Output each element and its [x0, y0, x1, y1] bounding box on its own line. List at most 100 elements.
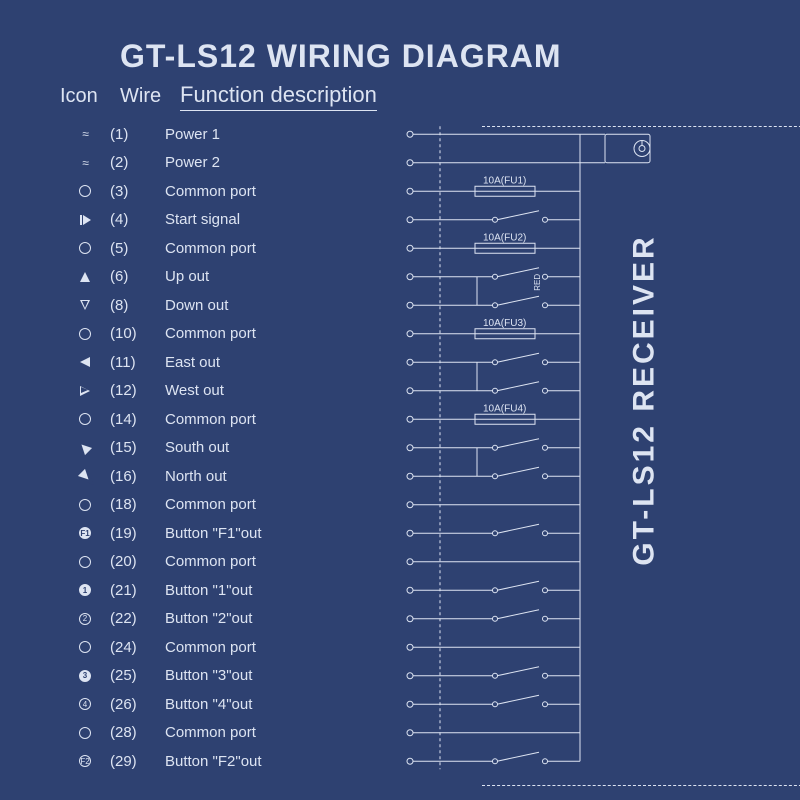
wiring-row: (15)South out	[60, 434, 400, 463]
wiring-row: F2(29)Button "F2"out	[60, 747, 400, 776]
function-label: South out	[165, 439, 400, 456]
function-label: Common port	[165, 724, 400, 741]
wiring-row: ≈(2)Power 2	[60, 149, 400, 178]
column-headers: Icon Wire Function description	[60, 82, 377, 111]
wiring-row: (18)Common port	[60, 491, 400, 520]
function-label: Common port	[165, 325, 400, 342]
function-label: Common port	[165, 553, 400, 570]
wiring-row: (3)Common port	[60, 177, 400, 206]
receiver-label: GT-LS12 RECEIVER	[627, 234, 661, 565]
wiring-row: (28)Common port	[60, 719, 400, 748]
arrow-left-icon	[60, 357, 110, 367]
function-label: East out	[165, 354, 400, 371]
function-label: Button "1"out	[165, 582, 400, 599]
function-label: Power 1	[165, 126, 400, 143]
svg-text:10A(FU2): 10A(FU2)	[483, 232, 526, 243]
arrow-diag-icon	[60, 443, 110, 453]
wiring-row: 4(26)Button "4"out	[60, 690, 400, 719]
wire-number: (24)	[110, 639, 165, 656]
diagram-title: GT-LS12 WIRING DIAGRAM	[120, 38, 562, 75]
wiring-row: (12)West out	[60, 377, 400, 406]
wiring-rows: ≈(1)Power 1≈(2)Power 2(3)Common port(4)S…	[60, 120, 400, 776]
circle-icon	[60, 727, 110, 739]
arrow-diag-outline-icon	[60, 471, 110, 481]
function-label: Button "4"out	[165, 696, 400, 713]
wiring-row: (24)Common port	[60, 633, 400, 662]
wiring-row: (8)Down out	[60, 291, 400, 320]
header-icon: Icon	[60, 85, 120, 108]
wire-number: (28)	[110, 724, 165, 741]
circle-icon	[60, 328, 110, 340]
wiring-row: 2(22)Button "2"out	[60, 605, 400, 634]
wire-number: (25)	[110, 667, 165, 684]
circle-icon	[60, 499, 110, 511]
function-label: Up out	[165, 268, 400, 285]
arrow-down-icon	[60, 300, 110, 310]
circle-icon	[60, 556, 110, 568]
ac-icon: ≈	[60, 156, 110, 170]
wire-number: (1)	[110, 126, 165, 143]
wiring-row: 3(25)Button "3"out	[60, 662, 400, 691]
button-F2-icon: F2	[60, 755, 110, 767]
wire-number: (22)	[110, 610, 165, 627]
wire-number: (19)	[110, 525, 165, 542]
wire-number: (18)	[110, 496, 165, 513]
wiring-row: (5)Common port	[60, 234, 400, 263]
wire-number: (10)	[110, 325, 165, 342]
button-4-icon: 4	[60, 698, 110, 710]
wiring-row: (6)Up out	[60, 263, 400, 292]
function-label: Common port	[165, 411, 400, 428]
function-label: Common port	[165, 183, 400, 200]
wiring-row: ≈ (1)Power 1	[60, 120, 400, 149]
button-1-icon: 1	[60, 584, 110, 596]
function-label: Button "F2"out	[165, 753, 400, 770]
play-icon	[80, 215, 91, 225]
ac-icon: ≈	[60, 127, 110, 141]
circle-icon	[60, 413, 110, 425]
wiring-row: 1(21)Button "1"out	[60, 576, 400, 605]
schematic-area: 10A(FU1)10A(FU2)10A(FU3)10A(FU4)RED	[400, 120, 740, 775]
wire-number: (16)	[110, 468, 165, 485]
circle-icon	[60, 641, 110, 653]
function-label: Button "3"out	[165, 667, 400, 684]
svg-text:10A(FU4): 10A(FU4)	[483, 403, 526, 414]
circle-icon	[60, 185, 110, 197]
function-label: Start signal	[165, 211, 400, 228]
wire-number: (21)	[110, 582, 165, 599]
function-label: West out	[165, 382, 400, 399]
arrow-right-icon	[60, 386, 110, 396]
function-label: Button "2"out	[165, 610, 400, 627]
wiring-row: (4)Start signal	[60, 206, 400, 235]
svg-text:10A(FU1): 10A(FU1)	[483, 175, 526, 186]
wire-number: (15)	[110, 439, 165, 456]
function-label: North out	[165, 468, 400, 485]
svg-text:RED: RED	[533, 274, 542, 291]
function-label: Power 2	[165, 154, 400, 171]
button-2-icon: 2	[60, 613, 110, 625]
start-icon	[60, 215, 110, 225]
button-3-icon: 3	[60, 670, 110, 682]
wire-number: (5)	[110, 240, 165, 257]
wiring-row: F1(19)Button "F1"out	[60, 519, 400, 548]
wire-number: (3)	[110, 183, 165, 200]
function-label: Button "F1"out	[165, 525, 400, 542]
wire-number: (20)	[110, 553, 165, 570]
wiring-row: (20)Common port	[60, 548, 400, 577]
arrow-up-icon	[60, 272, 110, 282]
function-label: Common port	[165, 496, 400, 513]
wiring-row: (10)Common port	[60, 320, 400, 349]
header-function: Function description	[180, 82, 377, 111]
wire-number: (11)	[110, 354, 165, 371]
circle-icon	[60, 242, 110, 254]
function-label: Down out	[165, 297, 400, 314]
ac-icon: ≈	[82, 127, 88, 141]
wire-number: (29)	[110, 753, 165, 770]
wire-number: (4)	[110, 211, 165, 228]
wire-number: (6)	[110, 268, 165, 285]
header-wire: Wire	[120, 85, 180, 108]
button-F1-icon: F1	[60, 527, 110, 539]
wiring-row: (11)East out	[60, 348, 400, 377]
function-label: Common port	[165, 240, 400, 257]
wire-number: (26)	[110, 696, 165, 713]
wire-number: (2)	[110, 154, 165, 171]
